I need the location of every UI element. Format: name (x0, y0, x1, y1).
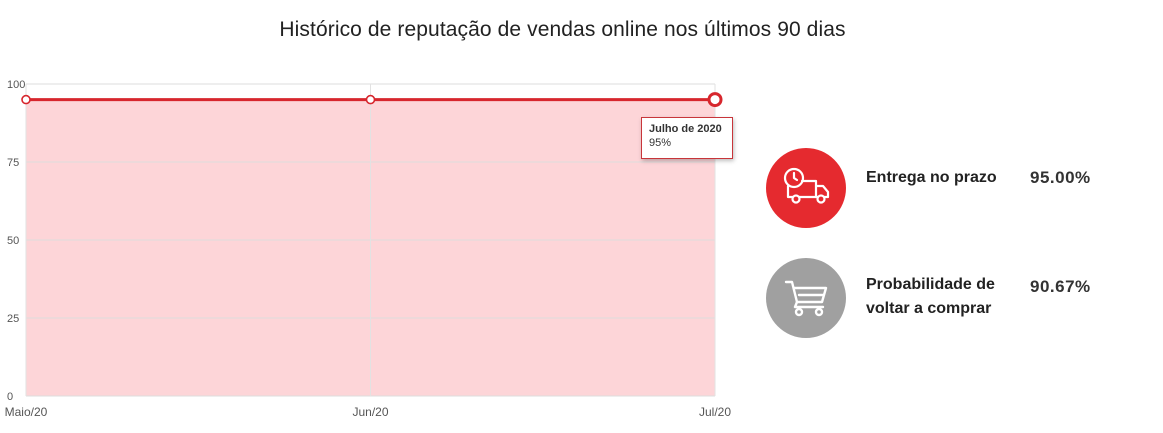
y-tick-label: 75 (7, 157, 19, 169)
data-point (21, 94, 31, 105)
stat-label: Probabilidade de voltar a comprar (866, 276, 995, 317)
stat-value: 90.67% (1030, 277, 1091, 296)
delivery-truck-clock-icon (766, 148, 846, 228)
x-tick-label: Jul/20 (699, 405, 731, 419)
data-point (707, 92, 723, 108)
y-tick-label: 50 (7, 235, 19, 247)
x-tick-label: Jun/20 (352, 405, 388, 419)
stat-value: 95.00% (1030, 168, 1091, 187)
chart-tooltip: Julho de 2020 95% (641, 117, 733, 159)
chart-title: Histórico de reputação de vendas online … (279, 18, 846, 41)
tooltip-value: 95% (649, 137, 672, 149)
shopping-cart-icon (766, 258, 846, 338)
stat-repurchase-probability: Probabilidade de voltar a comprar 90.67% (766, 258, 1146, 338)
y-tick-label: 100 (7, 79, 25, 91)
reputation-area-chart: 0 25 50 75 100 Maio/20 Jun/20 Jul/20 (5, 79, 732, 419)
y-tick-label: 0 (7, 391, 13, 403)
stat-label: Entrega no prazo (866, 169, 997, 186)
stat-on-time-delivery: Entrega no prazo 95.00% (766, 148, 1146, 228)
y-tick-label: 25 (7, 313, 19, 325)
data-point (365, 94, 376, 105)
tooltip-title: Julho de 2020 (649, 123, 722, 135)
x-tick-label: Maio/20 (5, 405, 48, 419)
